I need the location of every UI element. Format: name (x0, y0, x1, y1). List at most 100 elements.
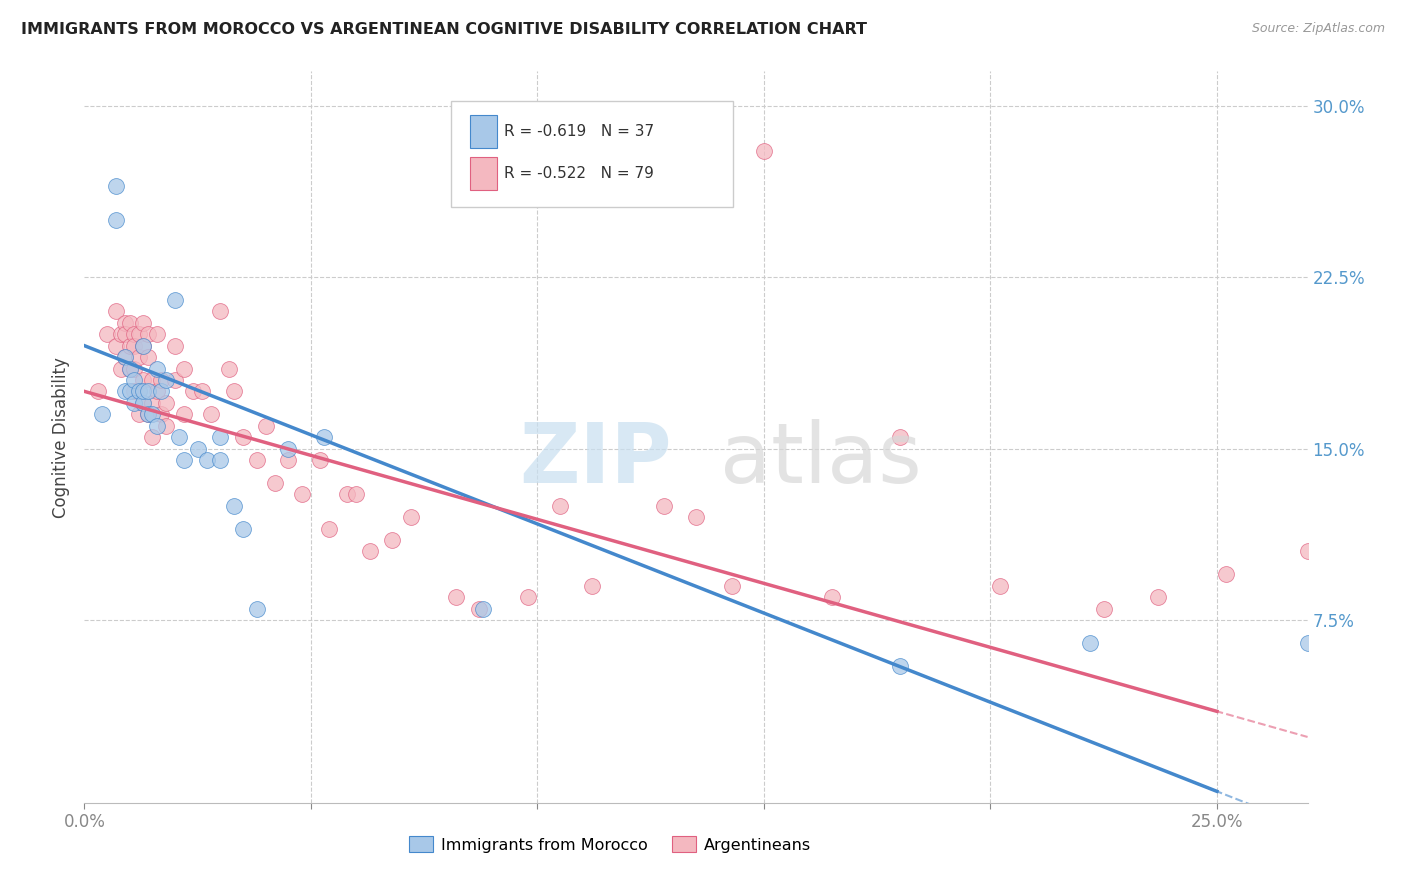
Point (155, 373, 177, 387)
Point (218, 361, 240, 376)
FancyBboxPatch shape (451, 101, 733, 207)
Point (209, 304, 232, 318)
Point (163, 339, 186, 353)
Point (232, 430, 254, 444)
Point (114, 350, 136, 364)
Point (222, 499, 245, 513)
Point (146, 327, 169, 342)
Text: atlas: atlas (720, 418, 922, 500)
Point (1396, 647, 1406, 661)
Point (122, 339, 145, 353)
Point (291, 487, 314, 501)
Point (399, 510, 422, 524)
Point (114, 316, 136, 330)
Point (209, 453, 232, 467)
Point (128, 384, 150, 399)
Text: Source: ZipAtlas.com: Source: ZipAtlas.com (1251, 22, 1385, 36)
Bar (470, 157, 496, 190)
Point (146, 418, 169, 433)
Point (209, 430, 232, 444)
Point (105, 213, 128, 227)
Point (336, 487, 359, 501)
Point (652, 499, 675, 513)
Legend: Immigrants from Morocco, Argentineans: Immigrants from Morocco, Argentineans (402, 828, 820, 861)
Point (118, 339, 141, 353)
Point (155, 396, 177, 410)
Point (105, 339, 128, 353)
Bar (470, 115, 496, 148)
Point (467, 601, 489, 615)
Point (169, 430, 191, 444)
Point (200, 407, 222, 421)
Point (122, 361, 145, 376)
Point (122, 384, 145, 399)
Point (150, 407, 173, 421)
Point (118, 361, 141, 376)
Point (181, 384, 204, 399)
Point (1386, 784, 1406, 798)
Point (146, 384, 169, 399)
Point (344, 487, 367, 501)
Point (136, 327, 159, 342)
Point (314, 430, 336, 444)
Point (132, 384, 155, 399)
Point (245, 601, 267, 615)
Point (150, 384, 173, 399)
Point (889, 430, 911, 444)
Point (1296, 636, 1319, 650)
Point (87, 384, 110, 399)
Point (752, 145, 775, 159)
Point (187, 442, 209, 456)
Point (155, 418, 177, 433)
Point (685, 510, 707, 524)
Point (277, 453, 299, 467)
Point (91, 407, 114, 421)
Point (1147, 590, 1170, 604)
Point (110, 327, 132, 342)
Point (128, 384, 150, 399)
Point (1296, 544, 1319, 558)
Point (472, 601, 495, 615)
Point (191, 384, 214, 399)
Y-axis label: Cognitive Disability: Cognitive Disability (52, 357, 70, 517)
Point (141, 396, 163, 410)
Point (318, 521, 340, 535)
Point (118, 361, 141, 376)
Point (132, 373, 155, 387)
Point (136, 407, 159, 421)
Point (988, 579, 1011, 593)
Point (118, 384, 141, 399)
Point (114, 327, 136, 342)
Point (128, 407, 150, 421)
Point (889, 658, 911, 673)
Point (118, 316, 141, 330)
Point (1078, 636, 1101, 650)
Point (245, 453, 267, 467)
Point (150, 373, 173, 387)
Point (254, 418, 277, 433)
Point (132, 339, 155, 353)
Text: IMMIGRANTS FROM MOROCCO VS ARGENTINEAN COGNITIVE DISABILITY CORRELATION CHART: IMMIGRANTS FROM MOROCCO VS ARGENTINEAN C… (21, 22, 868, 37)
Point (122, 373, 145, 387)
Point (136, 384, 159, 399)
Point (222, 384, 245, 399)
Point (195, 453, 218, 467)
Point (132, 396, 155, 410)
Point (1215, 567, 1237, 582)
Point (173, 407, 195, 421)
Point (122, 396, 145, 410)
Point (263, 475, 285, 490)
Point (1092, 601, 1115, 615)
Point (517, 590, 540, 604)
Text: R = -0.522   N = 79: R = -0.522 N = 79 (503, 166, 654, 181)
Point (581, 579, 603, 593)
Point (548, 499, 571, 513)
Point (359, 544, 381, 558)
Point (128, 327, 150, 342)
Point (381, 533, 404, 547)
Point (163, 373, 186, 387)
Point (110, 361, 132, 376)
Point (132, 339, 155, 353)
Point (136, 407, 159, 421)
Point (136, 350, 159, 364)
